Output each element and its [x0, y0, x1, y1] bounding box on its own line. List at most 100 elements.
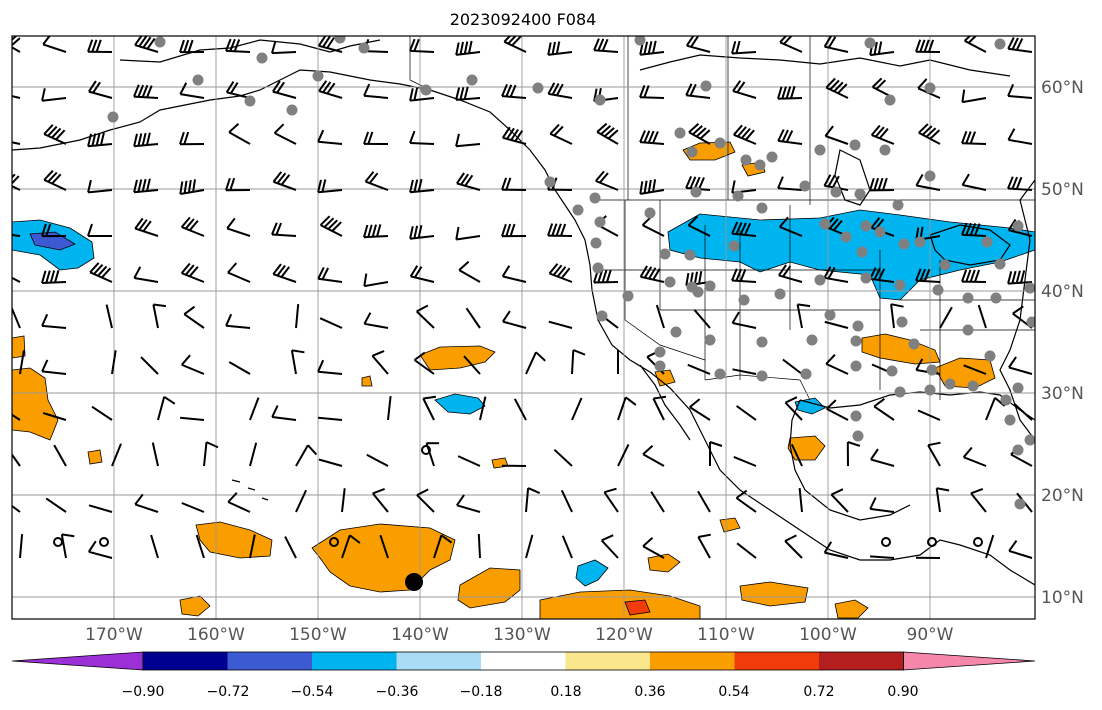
wind-barb	[915, 174, 941, 191]
map-area	[12, 36, 1035, 619]
wind-barb	[181, 354, 205, 375]
wind-barb	[548, 320, 573, 329]
station-dot	[1026, 316, 1035, 328]
station-dot	[939, 259, 951, 271]
station-dot	[850, 335, 862, 347]
wind-barb	[961, 269, 987, 283]
station-dot	[256, 52, 268, 64]
latitude-labels: 60°N 50°N 40°N 30°N 20°N 10°N	[1041, 78, 1084, 608]
colorbar-swatch	[819, 652, 904, 670]
station-dot	[544, 176, 556, 188]
positive-region-south-5	[624, 599, 651, 616]
station-dot	[898, 238, 910, 250]
station-dot	[806, 334, 818, 346]
wind-barb	[225, 38, 251, 53]
wind-barb	[60, 533, 75, 559]
station-dot	[690, 186, 702, 198]
station-dot	[1012, 220, 1024, 232]
station-dot	[659, 248, 671, 260]
wind-barb	[455, 40, 481, 56]
station-dot	[852, 320, 864, 332]
wind-barb	[363, 131, 389, 145]
station-dot	[692, 286, 704, 298]
wind-barb	[19, 350, 25, 375]
wind-barb	[273, 123, 297, 145]
station-dot	[830, 186, 842, 198]
positive-region-south-us	[861, 333, 941, 365]
wind-barb	[731, 40, 757, 55]
station-dot	[766, 151, 778, 163]
wind-barb	[111, 443, 122, 467]
wind-barb	[823, 36, 849, 53]
wind-barb	[409, 87, 435, 102]
lon-label: 160°W	[187, 625, 245, 645]
wind-barb	[458, 260, 481, 283]
station-dot	[754, 159, 766, 171]
station-dot	[589, 192, 601, 204]
station-dot	[596, 310, 608, 322]
colorbar-swatch	[565, 652, 650, 670]
calm-circle	[973, 537, 983, 547]
station-dot	[107, 111, 119, 123]
lon-label: 150°W	[289, 625, 347, 645]
wind-barb	[689, 398, 711, 421]
wind-barb	[271, 222, 297, 237]
wind-barb	[547, 223, 573, 237]
wind-barb	[203, 441, 219, 467]
station-dot	[704, 280, 716, 292]
wind-barb	[249, 442, 258, 467]
wind-barb	[272, 171, 297, 191]
wind-barb	[317, 129, 343, 145]
gulf-coast	[799, 391, 1035, 421]
wind-barb	[226, 217, 251, 237]
station-dot	[572, 204, 584, 216]
wind-barb	[271, 405, 297, 421]
wind-barb	[502, 310, 527, 329]
station-dot	[799, 180, 811, 192]
positive-region-mexico-2	[654, 369, 676, 387]
wind-barb	[272, 263, 297, 283]
wind-barb	[733, 455, 757, 467]
calm-circle	[421, 445, 431, 455]
wind-barb	[697, 533, 711, 559]
positive-region-south-3	[457, 567, 521, 609]
wind-barb	[12, 504, 21, 513]
station-dot	[686, 146, 698, 158]
wind-barb	[731, 268, 757, 283]
wind-barb	[43, 124, 67, 145]
negative-region-pacific-2	[575, 559, 609, 587]
wind-barb	[19, 534, 24, 559]
station-markers	[107, 36, 1035, 510]
wind-barb	[12, 452, 21, 467]
negative-region-gulf	[794, 397, 826, 415]
wind-barb	[455, 133, 481, 148]
station-dot	[684, 249, 696, 261]
lon-label: 140°W	[391, 625, 449, 645]
station-dot	[860, 272, 872, 284]
wind-barb	[918, 123, 941, 145]
colorbar-label: −0.18	[460, 684, 503, 700]
station-dot	[884, 94, 896, 106]
wind-barb	[318, 458, 343, 467]
station-dot	[654, 346, 666, 358]
station-dot	[874, 226, 886, 238]
wind-barb	[525, 351, 546, 375]
wind-barb	[41, 223, 67, 238]
wind-barb	[272, 80, 297, 99]
wind-barb	[642, 536, 665, 559]
wind-barb	[1008, 356, 1033, 375]
station-dot	[1012, 382, 1024, 394]
wind-barb	[825, 77, 849, 99]
wind-barb	[228, 122, 251, 145]
wind-barb	[617, 396, 637, 421]
wind-barb	[363, 224, 389, 239]
wind-barb	[961, 222, 987, 237]
wind-barb	[152, 303, 167, 329]
negative-region-pacific-1	[434, 393, 486, 415]
wind-barb	[111, 350, 117, 375]
wind-barb	[12, 36, 21, 53]
wind-barb	[12, 413, 21, 421]
positive-region-small-4	[361, 375, 373, 387]
station-dot	[634, 36, 646, 46]
station-dot	[756, 370, 768, 382]
